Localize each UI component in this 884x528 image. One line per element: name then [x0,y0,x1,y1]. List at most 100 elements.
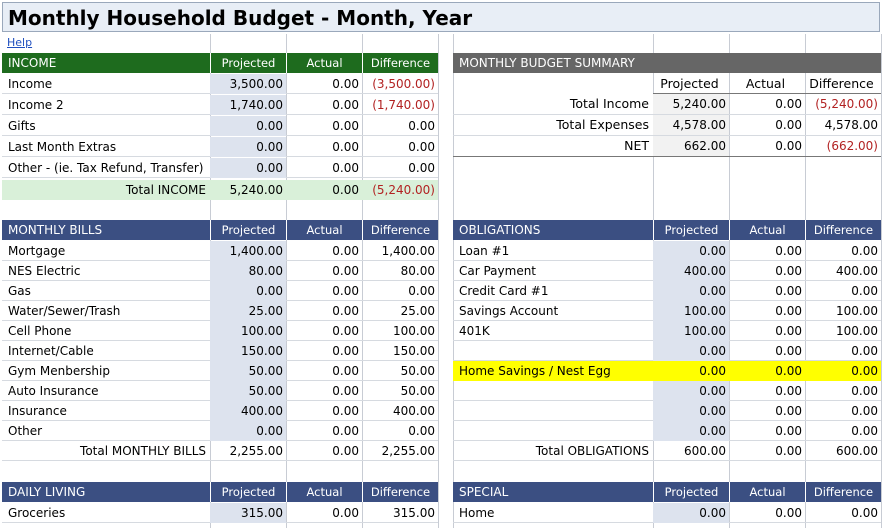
income-projected[interactable]: 0.00 [210,137,286,157]
bills-projected[interactable]: 25.00 [210,301,286,321]
row-divider [453,114,881,115]
bills-difference: 25.00 [400,304,435,318]
summary-header: MONTHLY BUDGET SUMMARY [453,53,881,73]
bills-projected[interactable]: 2,255.00 [229,444,283,458]
bills-actual[interactable]: 0.00 [332,264,359,278]
obligations-header: OBLIGATIONS [453,220,653,240]
income-actual[interactable]: 0.00 [332,140,359,154]
income-actual[interactable]: 0.00 [332,98,359,112]
bills-projected[interactable]: 1,400.00 [210,241,286,261]
bills-projected[interactable]: 400.00 [210,401,286,421]
obligations-actual[interactable]: 0.00 [775,304,802,318]
bills-difference: 50.00 [400,384,435,398]
obligations-row-label: Car Payment [459,264,537,278]
obligations-actual[interactable]: 0.00 [775,284,802,298]
income-actual[interactable]: 0.00 [332,119,359,133]
obligations-actual[interactable]: 0.00 [775,244,802,258]
income-actual[interactable]: 0.00 [286,180,362,200]
obligations-actual[interactable]: 0.00 [775,324,802,338]
daily-actual[interactable]: 0.00 [332,506,359,520]
bills-actual[interactable]: 0.00 [332,244,359,258]
obligations-actual[interactable]: 0.00 [729,361,805,381]
obligations-projected[interactable]: 0.00 [653,421,729,441]
obligations-projected[interactable]: 100.00 [653,321,729,341]
summary-projected: 4,578.00 [653,115,729,135]
income-projected[interactable]: 0.00 [210,116,286,136]
bills-actual[interactable]: 0.00 [332,324,359,338]
bills-actual[interactable]: 0.00 [332,284,359,298]
income-projected[interactable]: 5,240.00 [210,180,286,200]
obligations-projected[interactable]: 0.00 [653,241,729,261]
bills-projected[interactable]: 50.00 [210,361,286,381]
obligations-actual[interactable]: 0.00 [775,424,802,438]
obligations-row-label: Credit Card #1 [459,284,549,298]
obligations-row-label: Total OBLIGATIONS [535,444,649,458]
obligations-projected[interactable]: 0.00 [653,361,729,381]
income-difference: (1,740.00) [372,98,435,112]
summary-actual: 0.00 [775,139,802,153]
help-link[interactable]: Help [7,36,33,49]
bills-actual[interactable]: 0.00 [332,304,359,318]
daily-projected[interactable]: 315.00 [210,503,286,523]
bills-difference: 150.00 [393,344,435,358]
obligations-projected[interactable]: 400.00 [653,261,729,281]
special-actual[interactable]: 0.00 [775,506,802,520]
bills-actual[interactable]: 0.00 [332,424,359,438]
gridline [729,34,730,528]
obligations-row-label: Home Savings / Nest Egg [453,361,653,381]
bills-actual[interactable]: 0.00 [332,364,359,378]
bills-projected[interactable]: 0.00 [210,421,286,441]
obligations-actual[interactable]: 0.00 [775,404,802,418]
obligations-projected[interactable]: 600.00 [684,444,726,458]
bills-projected[interactable]: 50.00 [210,381,286,401]
income-difference: 0.00 [408,161,435,175]
summary-actual: 0.00 [775,97,802,111]
daily-col-difference: Difference [362,482,438,502]
obligations-difference: 0.00 [851,404,878,418]
income-row-label: Income 2 [8,98,64,112]
income-actual[interactable]: 0.00 [332,77,359,91]
bills-actual[interactable]: 0.00 [332,344,359,358]
income-actual[interactable]: 0.00 [332,161,359,175]
obligations-projected[interactable]: 0.00 [653,341,729,361]
bills-difference: 0.00 [408,284,435,298]
row-divider [453,156,881,157]
bills-col-difference: Difference [362,220,438,240]
income-row-label: Last Month Extras [8,140,117,154]
bills-row-label: Water/Sewer/Trash [8,304,121,318]
obligations-actual[interactable]: 0.00 [775,384,802,398]
bills-difference: 0.00 [408,424,435,438]
bills-actual[interactable]: 0.00 [332,404,359,418]
special-projected[interactable]: 0.00 [653,503,729,523]
daily-header: DAILY LIVING [2,482,210,502]
obligations-difference: 0.00 [851,424,878,438]
income-col-projected: Projected [210,53,286,73]
obligations-projected[interactable]: 0.00 [653,401,729,421]
obligations-projected[interactable]: 100.00 [653,301,729,321]
bills-projected[interactable]: 80.00 [210,261,286,281]
bills-actual[interactable]: 0.00 [332,444,359,458]
obligations-actual[interactable]: 0.00 [775,344,802,358]
bills-actual[interactable]: 0.00 [332,384,359,398]
gridline [438,34,439,528]
income-row-label: Other - (ie. Tax Refund, Transfer) [8,161,204,175]
special-header: SPECIAL [453,482,653,502]
daily-col-projected: Projected [210,482,286,502]
gridline [805,34,806,528]
obligations-actual[interactable]: 0.00 [775,264,802,278]
obligations-row-label [453,421,653,441]
income-projected[interactable]: 1,740.00 [210,95,286,115]
page-title[interactable]: Monthly Household Budget - Month, Year [2,2,880,32]
income-projected[interactable]: 0.00 [210,158,286,178]
income-projected[interactable]: 3,500.00 [210,74,286,94]
income-col-difference: Difference [362,53,438,73]
obligations-col-projected: Projected [653,220,729,240]
bills-projected[interactable]: 100.00 [210,321,286,341]
special-row-label: Home [459,506,495,520]
obligations-actual[interactable]: 0.00 [775,444,802,458]
bills-projected[interactable]: 0.00 [210,281,286,301]
obligations-projected[interactable]: 0.00 [653,381,729,401]
bills-row-label: Insurance [8,404,67,418]
obligations-projected[interactable]: 0.00 [653,281,729,301]
bills-projected[interactable]: 150.00 [210,341,286,361]
